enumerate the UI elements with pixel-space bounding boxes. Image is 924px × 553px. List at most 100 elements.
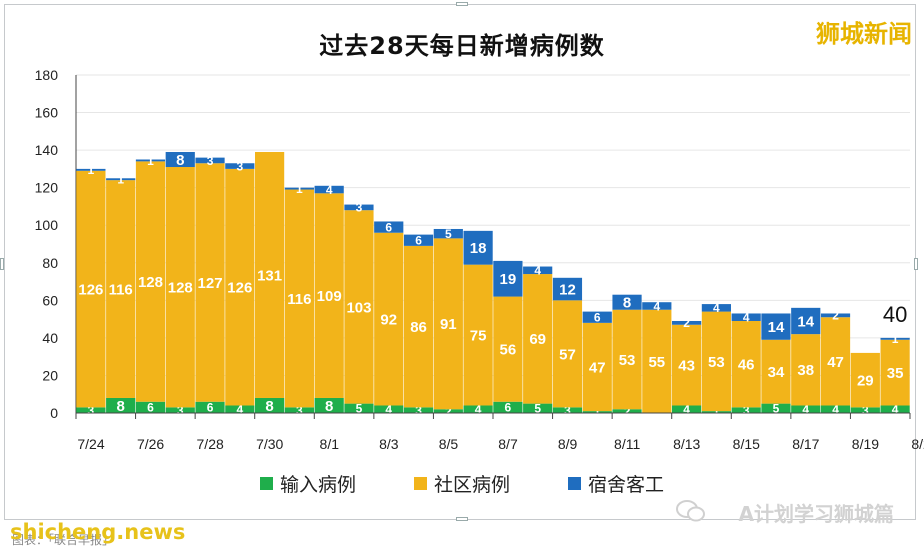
- bar-segment: [165, 407, 195, 413]
- bar-value-label: 4: [683, 403, 690, 417]
- x-tick-label: 7/24: [77, 436, 104, 452]
- bar-segment: [374, 232, 404, 406]
- bar-value-label: 53: [619, 352, 636, 369]
- bar-value-label: 116: [287, 291, 311, 308]
- chart-credit: 图表：「联合早报」: [12, 533, 115, 547]
- y-tick-label: 0: [50, 405, 58, 421]
- bar-segment: [165, 167, 195, 408]
- bar-value-label: 1: [713, 405, 720, 419]
- bar-segment: [195, 163, 225, 402]
- bar-value-label: 4: [653, 299, 660, 313]
- bar-value-label: 2: [683, 316, 690, 330]
- y-tick-label: 20: [42, 367, 58, 383]
- bar-value-label: 1: [117, 173, 124, 187]
- bar-value-label: 55: [648, 354, 665, 371]
- bar-value-label: 4: [534, 264, 541, 278]
- bar-value-label: 53: [708, 354, 725, 371]
- legend-label: 输入病例: [279, 474, 356, 496]
- annotation-label: 40: [883, 302, 907, 327]
- bar-segment: [791, 307, 821, 335]
- legend-item: 宿舍客工: [568, 470, 664, 497]
- bar-segment: [344, 210, 374, 404]
- x-tick-label: 8/13: [673, 436, 700, 452]
- bar-value-label: 1: [88, 163, 95, 177]
- bar-segment: [76, 170, 106, 408]
- bar-segment: [820, 317, 851, 406]
- bar-value-label: 6: [415, 234, 422, 248]
- bar-segment: [731, 407, 761, 413]
- bar-segment: [195, 401, 225, 413]
- bar-segment: [463, 264, 493, 406]
- legend-swatch: [259, 477, 273, 490]
- bar-segment: [225, 168, 255, 406]
- bar-segment: [284, 189, 314, 408]
- bar-segment: [642, 309, 672, 413]
- bar-value-label: 1: [296, 182, 303, 196]
- resize-handle-left[interactable]: [0, 258, 4, 270]
- y-tick-label: 60: [42, 292, 58, 308]
- bar-segment: [284, 407, 314, 413]
- bar-value-label: 3: [743, 404, 750, 418]
- bar-segment: [761, 313, 791, 340]
- bar-value-label: 3: [415, 404, 422, 418]
- bar-value-label: 2: [445, 404, 452, 418]
- bar-value-label: 5: [773, 402, 780, 416]
- wechat-icon: [676, 500, 705, 522]
- bar-value-label: 8: [117, 398, 125, 415]
- bar-segment: [463, 405, 493, 413]
- bar-value-label: 1: [892, 332, 899, 346]
- bar-segment: [314, 193, 344, 398]
- bar-value-label: 109: [317, 288, 342, 305]
- bar-segment: [672, 320, 702, 325]
- bar-segment: [463, 230, 493, 265]
- bar-segment: [820, 313, 851, 318]
- x-tick-label: 8/19: [852, 436, 879, 452]
- bar-value-label: 14: [768, 319, 785, 336]
- legend-swatch: [568, 477, 581, 490]
- bar-segment: [344, 403, 374, 413]
- bar-segment: [284, 187, 314, 190]
- chart-legend: 输入病例 社区病例 宿舍客工: [0, 470, 924, 497]
- bar-value-label: 46: [738, 357, 755, 374]
- bar-value-label: 4: [236, 403, 243, 417]
- legend-swatch: [413, 477, 427, 490]
- bar-segment: [582, 322, 612, 412]
- bar-segment: [552, 407, 583, 413]
- resize-handle-right[interactable]: [914, 258, 918, 270]
- bar-segment: [731, 313, 761, 321]
- resize-handle-top[interactable]: [456, 2, 468, 6]
- bar-value-label: 35: [887, 365, 904, 382]
- bar-segment: [701, 311, 731, 412]
- bar-segment: [791, 405, 821, 413]
- bar-segment: [76, 168, 106, 171]
- bar-value-label: 3: [564, 404, 571, 418]
- bar-segment: [255, 397, 285, 413]
- y-tick-label: 180: [35, 67, 59, 83]
- bar-value-label: 5: [445, 227, 452, 241]
- bar-value-label: 3: [356, 201, 363, 215]
- y-tick-label: 120: [35, 180, 59, 196]
- bar-segment: [880, 339, 910, 406]
- bar-value-label: 91: [440, 316, 457, 333]
- legend-item: 社区病例: [413, 470, 510, 497]
- bar-segment: [135, 161, 166, 402]
- bar-value-label: 14: [797, 313, 814, 330]
- bar-value-label: 128: [138, 274, 163, 291]
- bar-value-label: 47: [589, 359, 606, 376]
- bar-value-label: 5: [356, 402, 363, 416]
- watermark-account: A计划学习狮城篇: [738, 502, 894, 526]
- bar-value-label: 126: [78, 281, 103, 298]
- resize-handle-bottom[interactable]: [456, 517, 468, 521]
- bar-segment: [582, 311, 612, 323]
- bar-value-label: 4: [326, 183, 333, 197]
- x-tick-label: 8/3: [379, 436, 399, 452]
- bar-segment: [106, 178, 136, 181]
- bar-value-label: 2: [624, 404, 631, 418]
- y-tick-label: 160: [35, 105, 59, 121]
- bar-segment: [433, 228, 463, 239]
- bar-value-label: 57: [559, 346, 576, 363]
- x-tick-label: 7/28: [197, 436, 224, 452]
- bar-value-label: 3: [207, 154, 214, 168]
- bar-segment: [225, 405, 255, 413]
- bar-segment: [135, 401, 166, 413]
